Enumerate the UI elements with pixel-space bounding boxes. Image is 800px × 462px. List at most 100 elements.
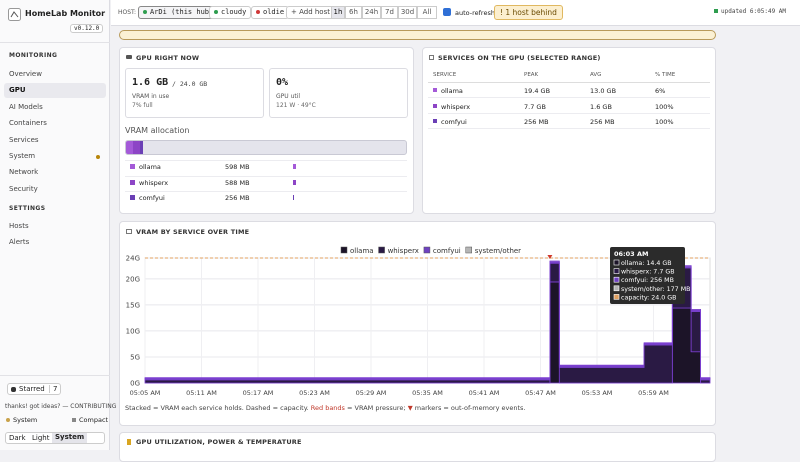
nav-item[interactable]: Network — [9, 168, 39, 176]
theme-option[interactable]: Dark — [9, 434, 26, 442]
host-status — [214, 10, 218, 14]
stat-sub: 121 W · 49°C — [276, 102, 316, 109]
table-cell: ollama — [441, 87, 463, 95]
card-title: GPU RIGHT NOW — [136, 54, 200, 62]
section-heading: MONITORING — [9, 52, 58, 59]
table-cell: 6% — [655, 87, 666, 95]
theme-option[interactable]: Light — [32, 434, 50, 442]
theme-switch: Dark Light System — [5, 432, 105, 444]
card-title: SERVICES ON THE GPU (SELECTED RANGE) — [438, 54, 601, 62]
theme-icon — [6, 418, 10, 422]
host-status — [256, 10, 260, 14]
version: v0.12.0 — [70, 24, 104, 33]
x-tick-label: 05:47 AM — [525, 389, 556, 397]
chart-icon — [126, 229, 132, 234]
mini-bar — [293, 179, 296, 185]
banner — [119, 30, 716, 40]
stat-label: GPU util — [276, 93, 301, 100]
tooltip-line: ollama: 14.4 GB — [621, 260, 672, 267]
stat-label: VRAM in use — [132, 93, 170, 100]
nav-item[interactable]: Services — [9, 136, 39, 144]
caption-text: Stacked = VRAM each service holds. Dashe… — [125, 404, 311, 412]
contribute-link[interactable]: thanks! got ideas? — CONTRIBUTING — [5, 403, 117, 410]
vram-chart: 0G 5G 10G 15G 20G 24G 05:05 AM 05:11 AM 05:17 AM… — [126, 246, 711, 397]
chart-caption: Stacked = VRAM each service holds. Dashe… — [125, 404, 525, 412]
y-tick-label: 5G — [130, 353, 140, 361]
nav-item[interactable]: Hosts — [9, 222, 29, 230]
nav-item[interactable]: AI Models — [9, 103, 43, 111]
host-chip[interactable]: cloudy — [209, 6, 252, 19]
table-cell: 7.7 GB — [524, 102, 546, 111]
behind-warning[interactable]: ! 1 host behind — [494, 5, 563, 20]
legend-swatch — [378, 246, 385, 254]
area — [144, 260, 711, 379]
allocation-segment — [139, 141, 143, 154]
github-icon — [11, 386, 16, 392]
host-name: cloudy — [221, 8, 247, 16]
legend-label: system/other — [475, 247, 521, 255]
y-tick-label: 0G — [130, 380, 140, 388]
range-button[interactable]: 30d — [398, 6, 417, 19]
range-button[interactable]: All — [417, 6, 437, 19]
updated-time: updated 6:05:49 AM — [721, 8, 787, 15]
range-button[interactable]: 24h — [362, 6, 381, 19]
card-title: VRAM BY SERVICE OVER TIME — [136, 228, 250, 236]
range-button[interactable]: 1h — [331, 6, 345, 19]
compact-toggle[interactable]: Compact — [72, 416, 108, 424]
row-divider — [125, 191, 407, 192]
nav-item[interactable]: Security — [9, 185, 38, 193]
host-status — [143, 10, 147, 14]
tooltip-line: capacity: 24.0 GB — [621, 294, 676, 301]
nav-item[interactable]: Containers — [9, 119, 47, 127]
x-tick-label: 05:23 AM — [299, 389, 330, 397]
x-tick-label: 05:53 AM — [582, 389, 613, 397]
caption-text: = VRAM pressure; — [344, 404, 408, 412]
app-title: HomeLab Monitor — [25, 9, 106, 18]
range-button[interactable]: 7d — [381, 6, 398, 19]
nav-item[interactable]: Alerts — [9, 238, 30, 246]
allocation-segment — [126, 141, 133, 154]
allocation-title: VRAM allocation — [125, 126, 190, 135]
util-icon — [127, 439, 131, 445]
github-star[interactable]: Starred 7 — [7, 383, 62, 395]
row-divider — [428, 128, 710, 129]
vram-used: 1.6 GB — [132, 77, 169, 88]
mini-bar — [293, 164, 296, 169]
nav-item[interactable]: System — [9, 152, 36, 160]
divider — [0, 42, 110, 43]
table-cell: whisperx — [441, 102, 471, 111]
vram-total: / 24.0 GB — [172, 80, 208, 88]
nav-item[interactable]: Overview — [9, 70, 42, 78]
tooltip-swatch — [613, 268, 620, 274]
tooltip-time: 06:03 AM — [614, 250, 648, 258]
legend-label: comfyui — [433, 247, 461, 255]
host-name: oldie — [263, 8, 285, 16]
service-name: whisperx — [139, 178, 169, 187]
oom-marker — [547, 255, 553, 259]
y-tick-label: 24G — [126, 255, 140, 263]
theme-toggle[interactable]: System — [6, 416, 37, 424]
caption-text: markers = out-of-memory events. — [412, 404, 526, 412]
tooltip-line: whisperx: 7.7 GB — [621, 269, 675, 276]
checkbox[interactable] — [443, 8, 451, 16]
star-label: Starred — [19, 385, 45, 393]
tooltip-swatch — [613, 276, 620, 283]
x-tick-label: 05:29 AM — [356, 389, 387, 397]
services-card — [422, 47, 716, 214]
logo — [8, 8, 21, 21]
table-cell: 100% — [655, 118, 674, 126]
range-button[interactable]: 6h — [345, 6, 362, 19]
compact-icon — [72, 418, 76, 422]
table-cell: 100% — [655, 102, 674, 111]
theme-option[interactable]: System — [52, 433, 88, 443]
x-tick-label: 05:59 AM — [638, 389, 669, 397]
nav-item[interactable]: GPU — [4, 83, 106, 98]
util-card — [119, 432, 716, 462]
auto-refresh-label: auto-refresh — [455, 9, 495, 17]
gpu-icon — [126, 55, 132, 59]
x-tick-label: 05:17 AM — [243, 389, 274, 397]
caption-text: ▼ — [407, 404, 413, 412]
y-tick-label: 10G — [126, 327, 140, 335]
table-cell: 256 MB — [524, 118, 549, 126]
